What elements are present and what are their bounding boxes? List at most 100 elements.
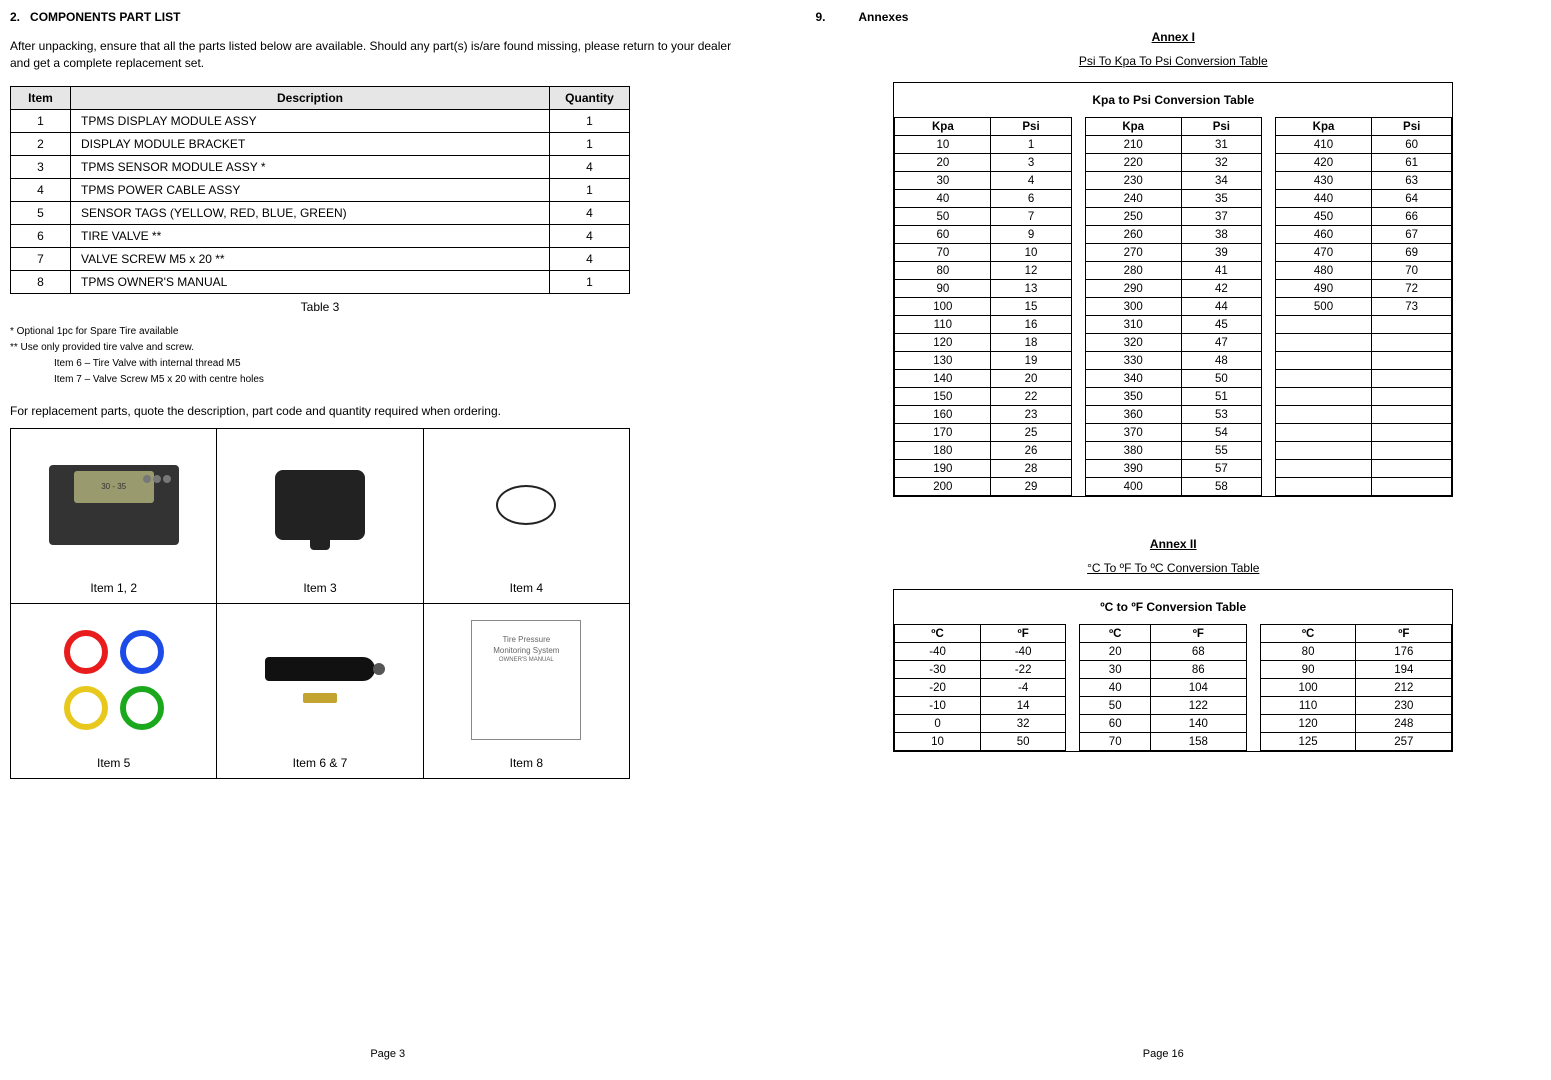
cell-kpa: 140 <box>895 370 991 388</box>
cell-psi: 73 <box>1372 298 1452 316</box>
cell-psi: 3 <box>991 154 1071 172</box>
cell-f: 86 <box>1150 661 1246 679</box>
c-header-2: ºC <box>1080 625 1150 643</box>
cell-kpa <box>1275 478 1371 496</box>
cell-description: TPMS POWER CABLE ASSY <box>71 178 550 201</box>
sensor-module-image <box>221 437 418 573</box>
cell-kpa: 130 <box>895 352 991 370</box>
cell-psi <box>1372 478 1452 496</box>
cell-c: 80 <box>1260 643 1356 661</box>
image-cell-item12: 30 - 35 Item 1, 2 <box>11 428 217 603</box>
tag-yellow-icon <box>64 686 108 730</box>
cell-psi: 25 <box>991 424 1071 442</box>
annex2-header: Annex II <box>863 537 1483 551</box>
cell-f: 122 <box>1150 697 1246 715</box>
cell-kpa: 150 <box>895 388 991 406</box>
cell-c: 125 <box>1260 733 1356 751</box>
cell-c: 100 <box>1260 679 1356 697</box>
table-row: 1502235051 <box>895 388 1452 406</box>
cell-item: 4 <box>11 178 71 201</box>
cell-c: 50 <box>1080 697 1150 715</box>
cell-psi: 16 <box>991 316 1071 334</box>
table-row: 90132904249072 <box>895 280 1452 298</box>
cell-kpa: 320 <box>1085 334 1181 352</box>
cell-kpa: 310 <box>1085 316 1181 334</box>
parts-table: Item Description Quantity 1TPMS DISPLAY … <box>10 86 630 294</box>
cell-kpa: 430 <box>1275 172 1371 190</box>
cell-psi: 47 <box>1181 334 1261 352</box>
cell-kpa: 250 <box>1085 208 1181 226</box>
page-number-right: Page 16 <box>1143 1048 1184 1060</box>
cell-psi: 10 <box>991 244 1071 262</box>
intro-text: After unpacking, ensure that all the par… <box>10 38 736 72</box>
f-header-2: ºF <box>1150 625 1246 643</box>
table-row: 1012103141060 <box>895 136 1452 154</box>
cell-psi: 44 <box>1181 298 1261 316</box>
cell-kpa <box>1275 352 1371 370</box>
cell-psi: 63 <box>1372 172 1452 190</box>
cell-psi: 70 <box>1372 262 1452 280</box>
cell-f: 32 <box>980 715 1066 733</box>
table-row: 4TPMS POWER CABLE ASSY1 <box>11 178 630 201</box>
image-label-8: Item 8 <box>510 756 543 770</box>
cell-description: TIRE VALVE ** <box>71 224 550 247</box>
cell-kpa <box>1275 388 1371 406</box>
annex2-subtitle: °C To ºF To ºC Conversion Table <box>863 561 1483 575</box>
manual-line2: Monitoring System <box>493 646 559 655</box>
cell-kpa <box>1275 316 1371 334</box>
cell-f: 176 <box>1356 643 1452 661</box>
footnotes: * Optional 1pc for Spare Tire available … <box>10 324 736 388</box>
cell-kpa: 40 <box>895 190 991 208</box>
image-cell-item5: Item 5 <box>11 603 217 778</box>
cell-kpa: 390 <box>1085 460 1181 478</box>
table-row: 6TIRE VALVE **4 <box>11 224 630 247</box>
table-row: 7VALVE SCREW M5 x 20 **4 <box>11 247 630 270</box>
table-row: 1702537054 <box>895 424 1452 442</box>
table-row: 1201832047 <box>895 334 1452 352</box>
cell-item: 8 <box>11 270 71 293</box>
power-cable-image <box>428 437 625 573</box>
cell-psi: 29 <box>991 478 1071 496</box>
cell-psi: 35 <box>1181 190 1261 208</box>
section-title: COMPONENTS PART LIST <box>30 10 180 24</box>
cell-psi: 42 <box>1181 280 1261 298</box>
cell-kpa: 200 <box>895 478 991 496</box>
cell-kpa <box>1275 442 1371 460</box>
cell-psi: 26 <box>991 442 1071 460</box>
cell-c: 40 <box>1080 679 1150 697</box>
cell-kpa: 170 <box>895 424 991 442</box>
cell-psi: 28 <box>991 460 1071 478</box>
annex1-header: Annex I <box>863 30 1483 44</box>
display-module-image: 30 - 35 <box>15 437 212 573</box>
cell-kpa: 230 <box>1085 172 1181 190</box>
cell-psi <box>1372 388 1452 406</box>
cell-description: DISPLAY MODULE BRACKET <box>71 132 550 155</box>
cell-psi <box>1372 334 1452 352</box>
cell-psi: 7 <box>991 208 1071 226</box>
image-cell-item4: Item 4 <box>423 428 629 603</box>
cell-psi: 41 <box>1181 262 1261 280</box>
table-row: 1902839057 <box>895 460 1452 478</box>
cell-item: 2 <box>11 132 71 155</box>
table-row: -30-22308690194 <box>895 661 1452 679</box>
table-caption: Table 3 <box>10 300 630 314</box>
table-row: -101450122110230 <box>895 697 1452 715</box>
c-f-table: ºC ºF ºC ºF ºC ºF -40-40206880176-30-223… <box>894 624 1452 751</box>
c-header-1: ºC <box>895 625 981 643</box>
module-screen: 30 - 35 <box>74 471 154 503</box>
cell-kpa: 100 <box>895 298 991 316</box>
kpa-header-1: Kpa <box>895 118 991 136</box>
header-description: Description <box>71 86 550 109</box>
cell-item: 5 <box>11 201 71 224</box>
order-text: For replacement parts, quote the descrip… <box>10 404 736 418</box>
owners-manual-image: Tire Pressure Monitoring System OWNER'S … <box>428 612 625 748</box>
cell-c: 110 <box>1260 697 1356 715</box>
cell-psi: 23 <box>991 406 1071 424</box>
cell-kpa: 280 <box>1085 262 1181 280</box>
cell-quantity: 4 <box>550 224 630 247</box>
cell-kpa: 370 <box>1085 424 1181 442</box>
cell-kpa: 270 <box>1085 244 1181 262</box>
cell-kpa: 400 <box>1085 478 1181 496</box>
cell-quantity: 1 <box>550 270 630 293</box>
image-cell-item8: Tire Pressure Monitoring System OWNER'S … <box>423 603 629 778</box>
